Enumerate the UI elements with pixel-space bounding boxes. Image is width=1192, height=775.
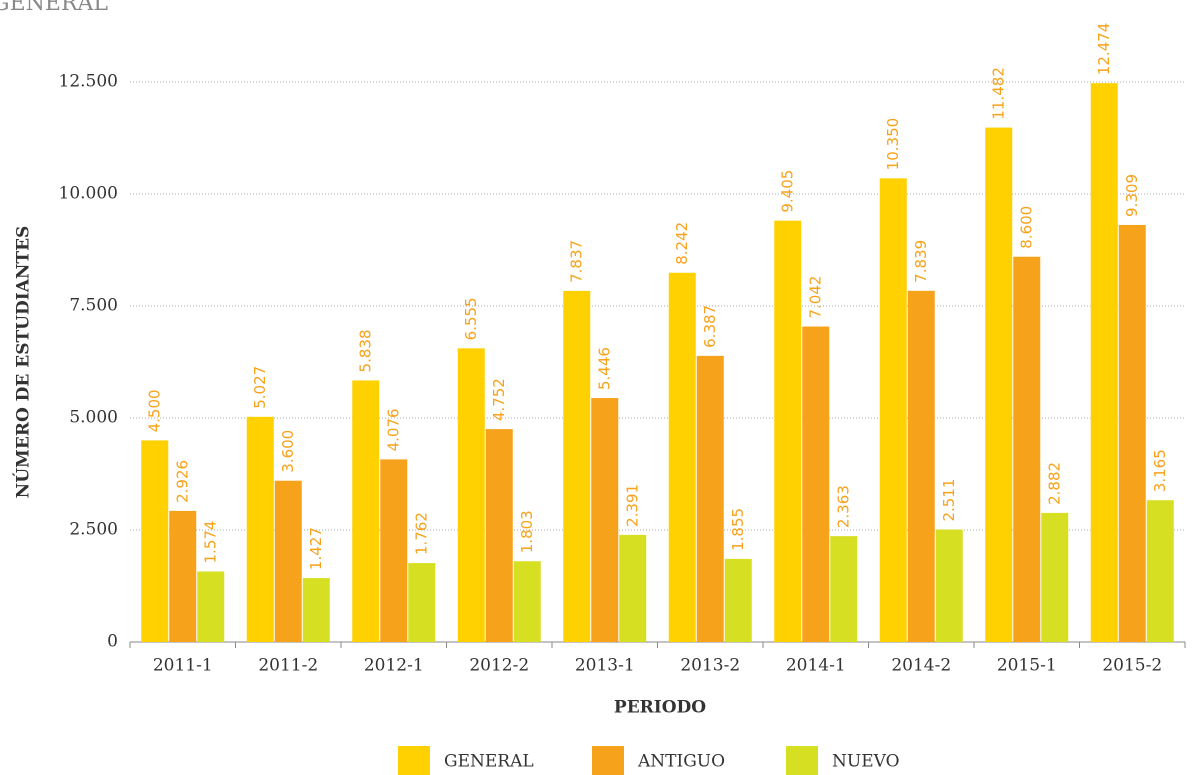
bar — [1090, 83, 1118, 643]
bar — [141, 440, 169, 642]
x-tick-label: 2014-2 — [891, 656, 951, 676]
value-label: 5.027 — [251, 366, 269, 409]
y-tick-label: 0 — [107, 632, 118, 652]
x-tick-label: 2011-1 — [153, 656, 213, 676]
value-label: 2.511 — [940, 479, 958, 522]
value-label: 10.350 — [884, 118, 902, 171]
value-label: 9.309 — [1123, 174, 1141, 217]
bar — [1013, 256, 1041, 642]
bar — [274, 480, 302, 642]
bar — [457, 348, 485, 642]
bar — [1118, 224, 1146, 643]
bar — [197, 571, 225, 642]
bar — [802, 326, 830, 642]
legend-label: GENERAL — [444, 752, 534, 772]
bar — [352, 380, 380, 642]
bar — [408, 563, 436, 642]
value-label: 7.839 — [912, 240, 930, 283]
value-label: 8.600 — [1017, 206, 1035, 249]
y-tick-label: 7.500 — [69, 296, 118, 316]
value-label: 4.500 — [145, 389, 163, 432]
value-label: 12.474 — [1095, 23, 1113, 76]
value-label: 1.427 — [307, 527, 325, 570]
value-label: 6.387 — [701, 305, 719, 348]
value-label: 3.600 — [279, 430, 297, 473]
legend-label: ANTIGUO — [637, 752, 725, 772]
bar — [696, 355, 724, 642]
x-axis-label: PERIODO — [614, 698, 706, 718]
bar — [246, 416, 274, 642]
value-label: 5.838 — [356, 330, 374, 373]
bar — [774, 220, 802, 642]
y-tick-label: 2.500 — [69, 520, 118, 540]
value-label: 6.555 — [462, 297, 480, 340]
legend-swatch — [592, 746, 624, 775]
y-tick-label: 12.500 — [59, 72, 118, 92]
bar — [302, 578, 330, 642]
value-label: 4.752 — [490, 378, 508, 421]
bar — [907, 290, 935, 642]
value-label: 1.574 — [201, 521, 219, 564]
x-tick-label: 2013-1 — [575, 656, 635, 676]
legend-swatch — [786, 746, 818, 775]
bar — [485, 429, 513, 642]
value-label: 7.837 — [567, 240, 585, 283]
value-label: 9.405 — [778, 170, 796, 213]
bar — [724, 558, 752, 642]
value-label: 4.076 — [384, 408, 402, 451]
bar — [380, 459, 408, 642]
bar — [830, 536, 858, 642]
bar — [619, 534, 647, 642]
x-tick-label: 2011-2 — [258, 656, 318, 676]
bar — [1041, 512, 1069, 642]
bar — [169, 510, 197, 642]
bar — [513, 561, 541, 642]
x-tick-label: 2012-2 — [469, 656, 529, 676]
value-label: 3.165 — [1151, 449, 1169, 492]
bar — [668, 272, 696, 642]
bar — [985, 127, 1013, 643]
value-label: 7.042 — [806, 276, 824, 319]
value-label: 2.882 — [1045, 462, 1063, 505]
x-tick-label: 2012-1 — [364, 656, 424, 676]
bar — [935, 529, 963, 642]
bar — [1146, 500, 1174, 642]
y-axis-label: NÚMERO DE ESTUDIANTES — [13, 226, 34, 499]
value-label: 2.391 — [623, 484, 641, 527]
bar — [879, 178, 907, 642]
chart-title: GENERAL — [0, 0, 108, 16]
x-tick-label: 2015-1 — [997, 656, 1057, 676]
y-tick-label: 10.000 — [59, 184, 118, 204]
bar — [563, 290, 591, 642]
x-tick-label: 2014-1 — [786, 656, 846, 676]
y-tick-label: 5.000 — [69, 408, 118, 428]
legend-swatch — [398, 746, 430, 775]
value-label: 2.926 — [173, 460, 191, 503]
legend-label: NUEVO — [832, 752, 900, 772]
value-label: 1.803 — [518, 510, 536, 553]
value-label: 2.363 — [834, 485, 852, 528]
value-label: 5.446 — [595, 347, 613, 390]
bar — [591, 398, 619, 642]
value-label: 1.855 — [729, 508, 747, 551]
x-tick-label: 2015-2 — [1102, 656, 1162, 676]
value-label: 11.482 — [989, 67, 1007, 120]
x-tick-label: 2013-2 — [680, 656, 740, 676]
value-label: 8.242 — [673, 222, 691, 265]
value-label: 1.762 — [412, 512, 430, 555]
